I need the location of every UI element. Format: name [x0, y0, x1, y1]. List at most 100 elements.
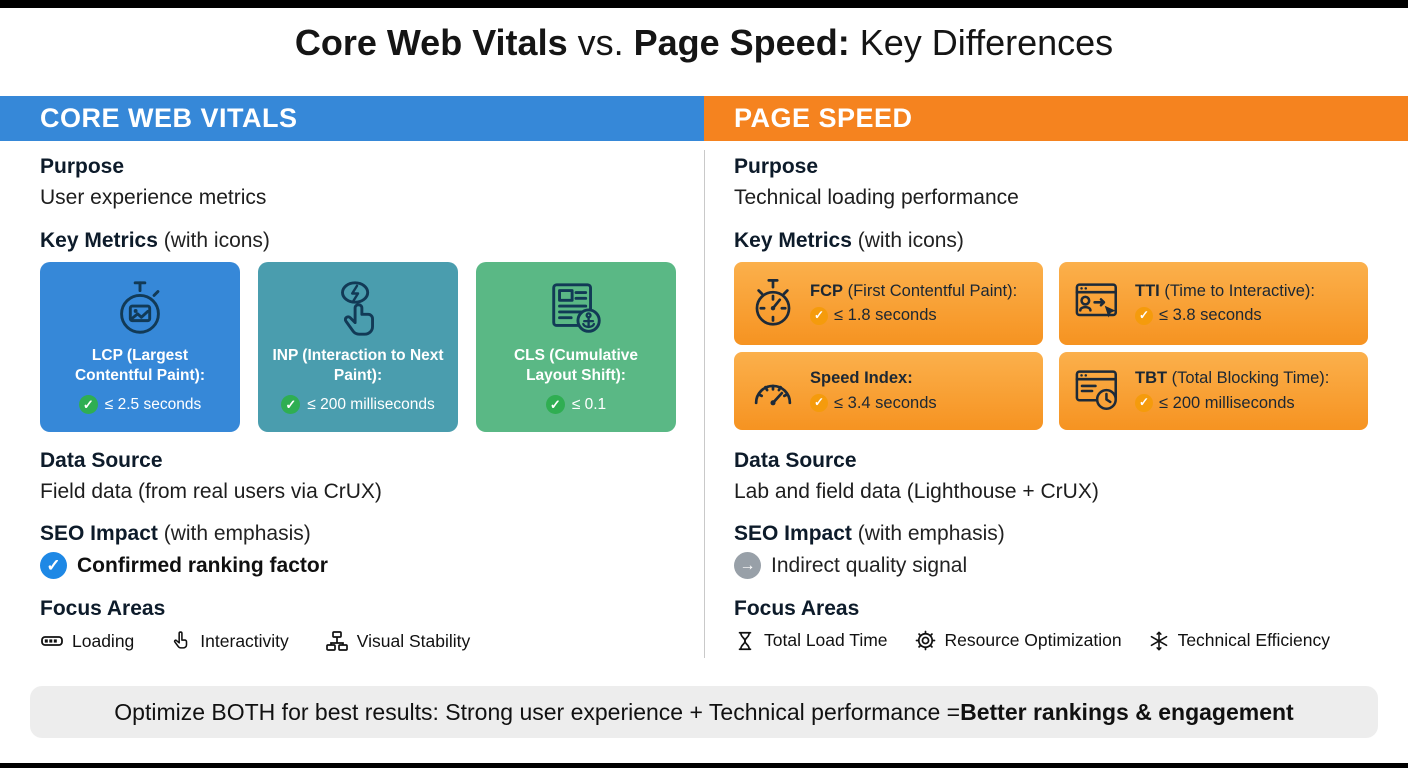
- tap-lightning-icon: [258, 272, 458, 346]
- metric-card-value: ≤ 0.1: [571, 395, 607, 413]
- right-metric-cards: FCP (First Contentful Paint): ✓ ≤ 1.8 sec…: [734, 262, 1368, 430]
- column-divider: [704, 150, 705, 658]
- check-icon: ✓: [1135, 306, 1153, 325]
- right-seo-impact-note: (with emphasis): [851, 522, 1005, 545]
- metric-value-row: ✓ ≤ 3.4 seconds: [810, 393, 937, 414]
- metric-card-title: LCP (Largest Contentful Paint):: [74, 347, 205, 385]
- loading-bar-icon: [40, 629, 64, 653]
- left-header-label: CORE WEB VITALS: [40, 103, 298, 133]
- metric-value: ≤ 3.4 seconds: [834, 393, 937, 412]
- left-seo-impact-note: (with emphasis): [157, 522, 311, 545]
- left-metric-cards: LCP (Largest Contentful Paint): ✓ ≤ 2.5 s…: [40, 262, 676, 432]
- right-header-label: PAGE SPEED: [734, 103, 913, 133]
- left-seo-impact-title: SEO Impact: [40, 522, 158, 545]
- metric-value-row: ✓ ≤ 1.8 seconds: [810, 305, 1017, 326]
- stopwatch-image-icon: [40, 272, 240, 346]
- arrow-circle-icon: →: [734, 552, 761, 579]
- right-key-metrics-title: Key Metrics: [734, 229, 852, 252]
- right-focus-areas-label: Focus Areas: [734, 597, 860, 620]
- snowflake-icon: [1148, 630, 1170, 652]
- check-icon: ✓: [810, 394, 828, 413]
- left-column-header: CORE WEB VITALS: [0, 96, 704, 141]
- left-focus-areas-row: Loading Interactivity Visual Stability: [40, 629, 470, 653]
- metric-card-value-row: ✓ ≤ 200 milliseconds: [258, 395, 458, 415]
- focus-item-technical-efficiency: Technical Efficiency: [1148, 630, 1330, 652]
- metric-name: FCP: [810, 281, 843, 300]
- check-icon: ✓: [810, 306, 828, 325]
- metric-desc: (First Contentful Paint):: [843, 281, 1018, 300]
- left-data-source-label: Data Source: [40, 449, 163, 472]
- left-seo-impact-label: SEO Impact (with emphasis): [40, 522, 311, 546]
- metric-value: ≤ 200 milliseconds: [1159, 393, 1295, 412]
- right-seo-impact-label: SEO Impact (with emphasis): [734, 522, 1005, 546]
- left-seo-impact-text: Confirmed ranking factor: [77, 553, 328, 577]
- left-key-metrics-title: Key Metrics: [40, 229, 158, 252]
- metric-card-title: INP (Interaction to Next Paint):: [272, 347, 444, 385]
- metric-card-text: FCP (First Contentful Paint): ✓ ≤ 1.8 sec…: [810, 281, 1017, 327]
- metric-card-lcp: LCP (Largest Contentful Paint): ✓ ≤ 2.5 s…: [40, 262, 240, 432]
- gear-icon: [914, 629, 937, 652]
- left-purpose-text: User experience metrics: [40, 186, 267, 209]
- title-part-key-differences: Key Differences: [849, 22, 1114, 63]
- title-part-vs: vs.: [567, 22, 634, 63]
- title-part-page-speed: Page Speed:: [633, 22, 850, 63]
- metric-card-value-row: ✓ ≤ 2.5 seconds: [40, 395, 240, 415]
- stopwatch-icon: [746, 277, 800, 331]
- metric-name: Speed Index:: [810, 369, 913, 388]
- metric-card-text: Speed Index: ✓ ≤ 3.4 seconds: [810, 368, 937, 414]
- footer-text-normal: Optimize BOTH for best results: Strong u…: [114, 698, 961, 725]
- pointer-hand-icon: [170, 630, 192, 652]
- focus-item-label: Resource Optimization: [944, 630, 1122, 650]
- metric-card-cls: CLS (Cumulative Layout Shift): ✓ ≤ 0.1: [476, 262, 676, 432]
- left-purpose-label: Purpose: [40, 155, 125, 178]
- browser-clock-icon: [1071, 364, 1125, 418]
- metric-card-title: CLS (Cumulative Layout Shift):: [513, 347, 638, 385]
- metric-card-value-row: ✓ ≤ 0.1: [476, 395, 676, 415]
- right-data-source-label: Data Source: [734, 449, 857, 472]
- focus-item-label: Total Load Time: [764, 630, 888, 650]
- left-key-metrics-note: (with icons): [157, 229, 270, 252]
- right-seo-impact-text: Indirect quality signal: [771, 553, 968, 577]
- right-seo-impact-title: SEO Impact: [734, 522, 852, 545]
- page-title: Core Web Vitals vs. Page Speed: Key Diff…: [0, 22, 1408, 64]
- metric-value-row: ✓ ≤ 200 milliseconds: [1135, 393, 1329, 414]
- metric-value: ≤ 1.8 seconds: [834, 306, 937, 324]
- sitemap-icon: [325, 629, 349, 653]
- left-focus-areas-label: Focus Areas: [40, 597, 166, 620]
- footer-banner: Optimize BOTH for best results: Strong u…: [30, 686, 1378, 738]
- browser-cursor-icon: [1071, 277, 1125, 331]
- hourglass-icon: [734, 630, 756, 652]
- metric-card-inp: INP (Interaction to Next Paint): ✓ ≤ 200 …: [258, 262, 458, 432]
- focus-item-label: Visual Stability: [356, 630, 471, 651]
- metric-name: TTI: [1135, 281, 1160, 300]
- metric-card-text: TBT (Total Blocking Time): ✓ ≤ 200 millis…: [1135, 368, 1329, 414]
- metric-card-tbt: TBT (Total Blocking Time): ✓ ≤ 200 millis…: [1059, 352, 1368, 430]
- focus-item-loading: Loading: [40, 629, 134, 653]
- metric-card-fcp: FCP (First Contentful Paint): ✓ ≤ 1.8 sec…: [734, 262, 1043, 345]
- check-icon: ✓: [545, 395, 565, 415]
- footer-text-bold: Better rankings & engagement: [960, 698, 1294, 725]
- metric-card-speed-index: Speed Index: ✓ ≤ 3.4 seconds: [734, 352, 1043, 430]
- right-purpose-text: Technical loading performance: [734, 186, 1019, 209]
- right-data-source-text: Lab and field data (Lighthouse + CrUX): [734, 480, 1099, 503]
- left-seo-impact-row: ✓ Confirmed ranking factor: [40, 552, 328, 579]
- metric-card-value: ≤ 2.5 seconds: [104, 395, 202, 413]
- metric-card-value: ≤ 200 milliseconds: [307, 395, 435, 413]
- top-border: [0, 0, 1408, 8]
- right-key-metrics-label: Key Metrics (with icons): [734, 229, 964, 253]
- metric-desc: (Time to Interactive):: [1159, 281, 1316, 300]
- metric-desc: (Total Blocking Time):: [1167, 369, 1330, 388]
- focus-item-label: Interactivity: [200, 630, 289, 651]
- left-data-source-text: Field data (from real users via CrUX): [40, 480, 382, 503]
- layout-shift-anchor-icon: [476, 272, 676, 346]
- right-key-metrics-note: (with icons): [851, 229, 964, 252]
- focus-item-visual-stability: Visual Stability: [325, 629, 471, 653]
- focus-item-label: Loading: [72, 630, 135, 651]
- right-focus-areas-row: Total Load Time Resource Optimization Te…: [734, 629, 1330, 652]
- right-column-header: PAGE SPEED: [704, 96, 1408, 141]
- right-purpose-label: Purpose: [734, 155, 819, 178]
- metric-value-row: ✓ ≤ 3.8 seconds: [1135, 305, 1315, 326]
- focus-item-label: Technical Efficiency: [1177, 630, 1330, 650]
- metric-name: TBT: [1135, 369, 1168, 388]
- check-icon: ✓: [281, 395, 301, 415]
